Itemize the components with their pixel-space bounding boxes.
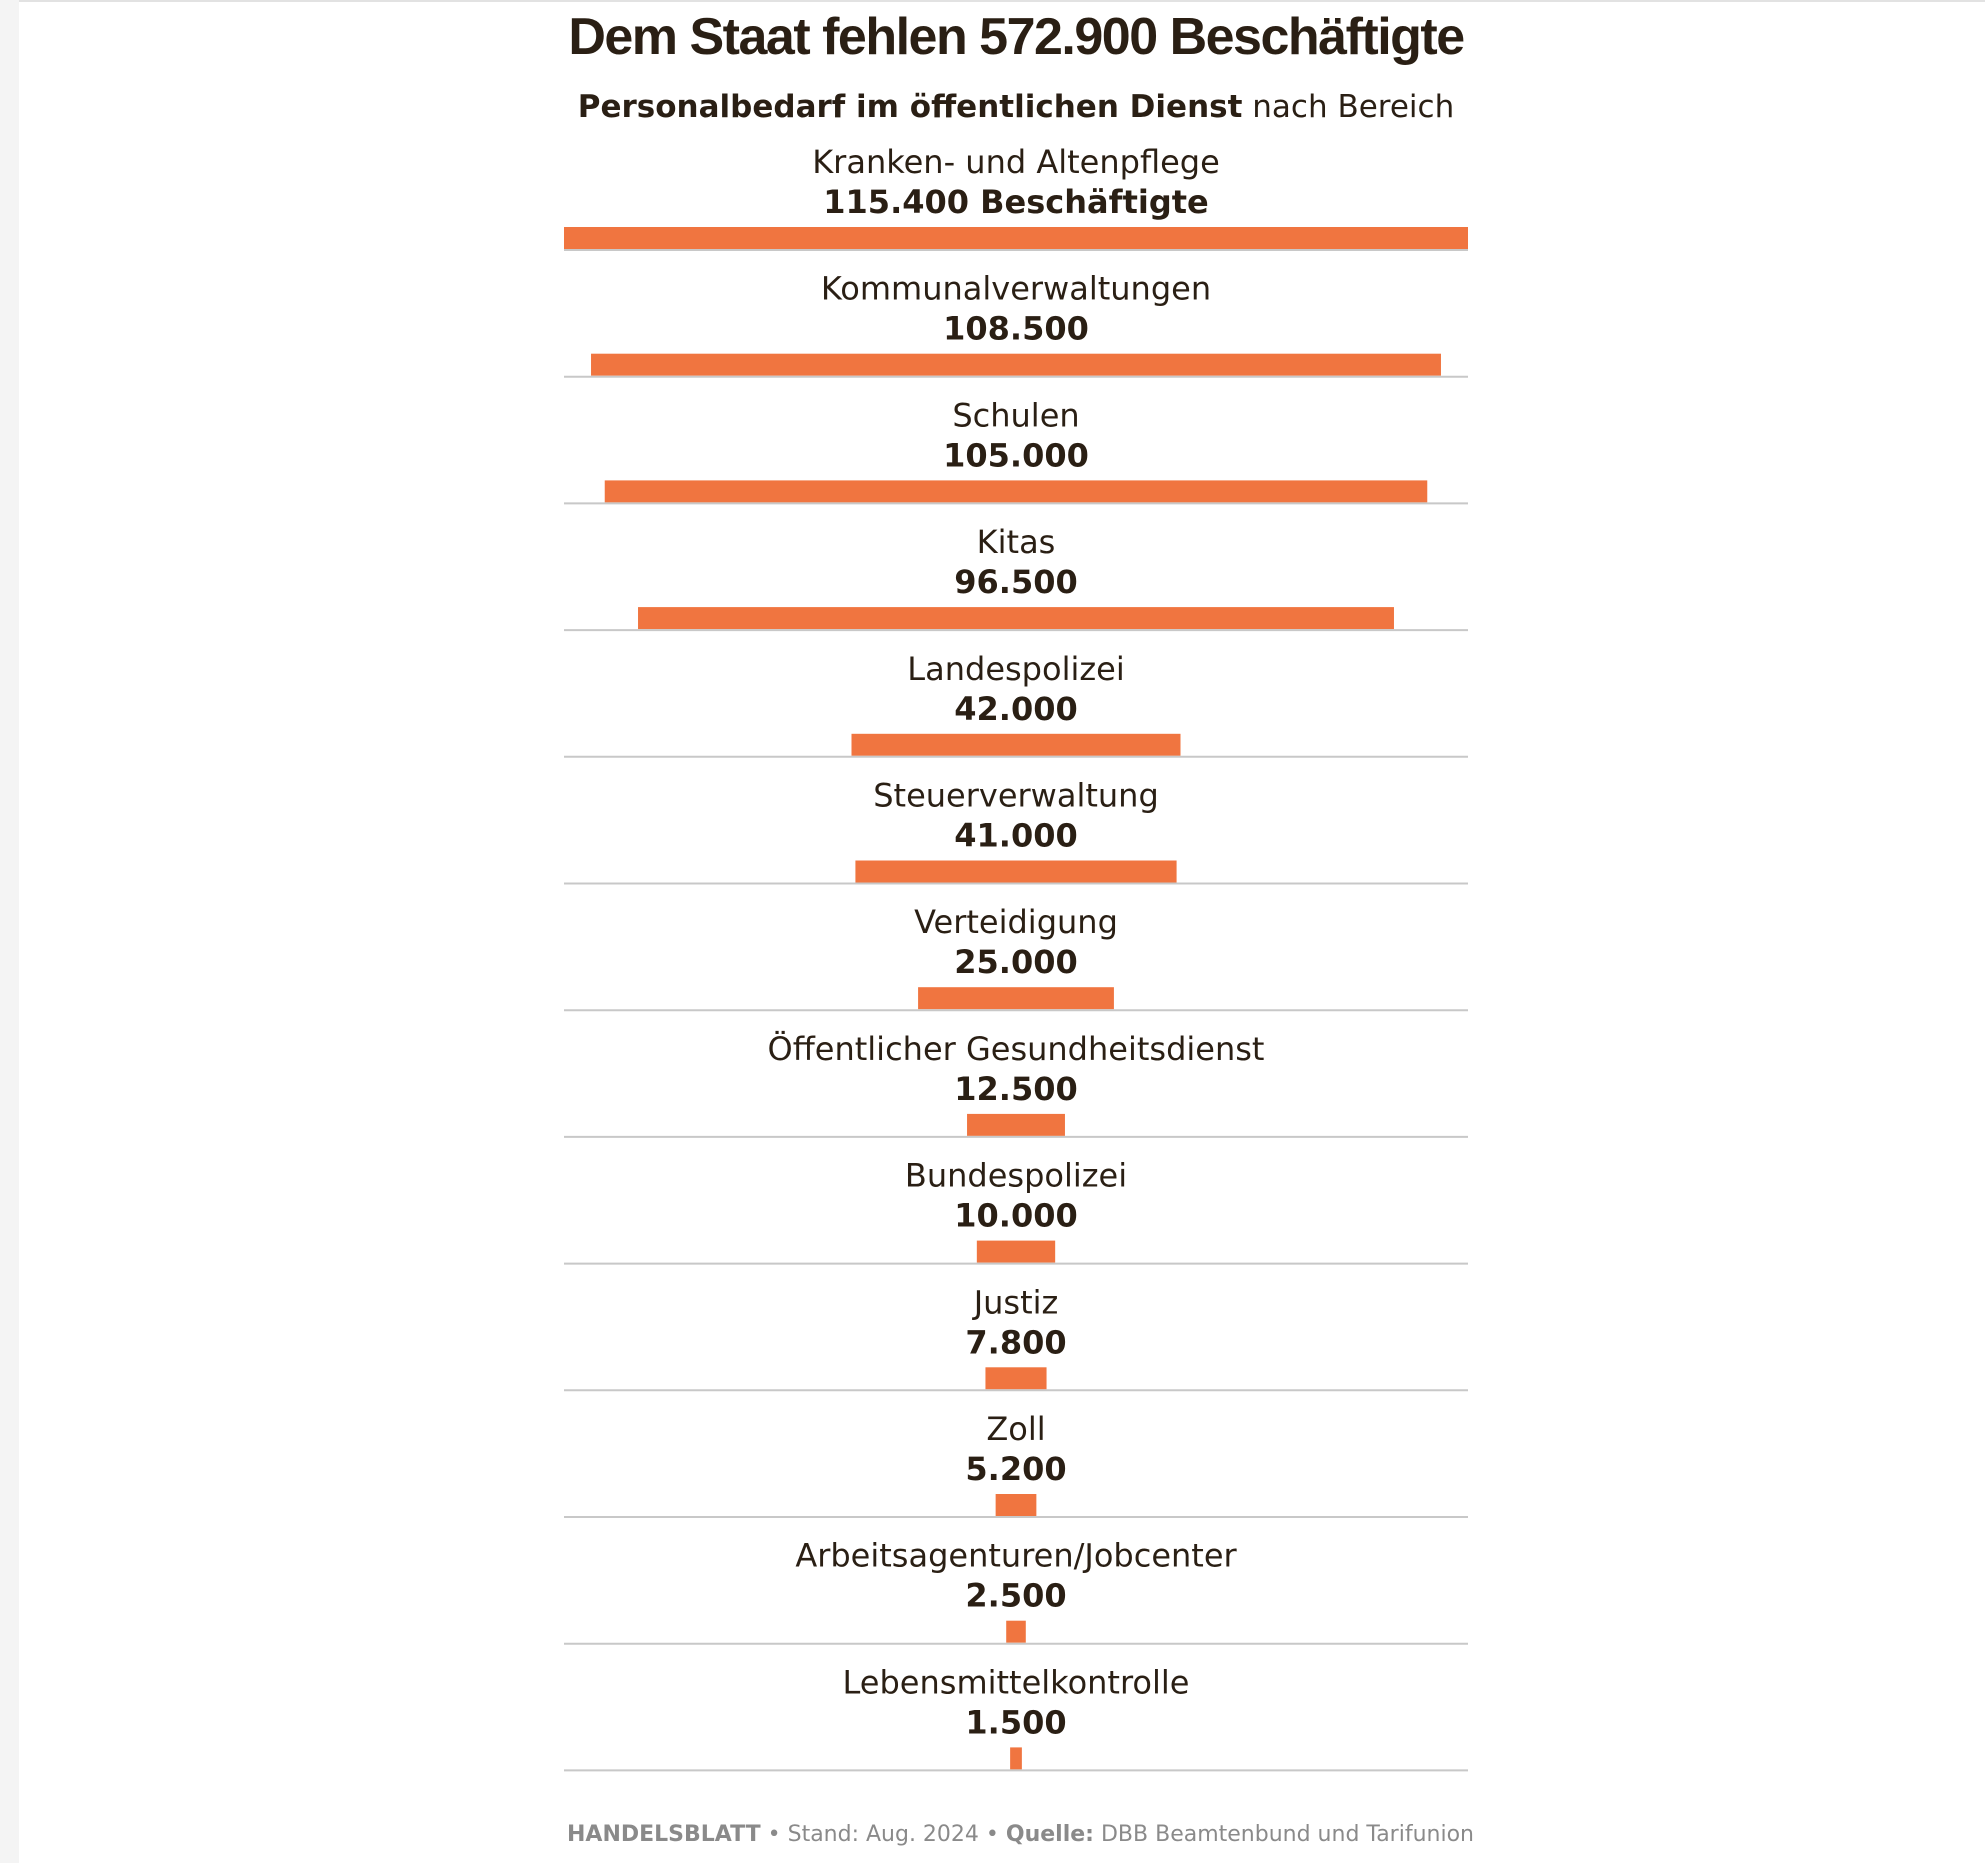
value-label: 7.800	[965, 1323, 1066, 1361]
value-label: 25.000	[954, 943, 1077, 981]
bar-chart: Dem Staat fehlen 572.900 Beschäftigte Pe…	[564, 8, 1474, 1847]
footer-brand: HANDELSBLATT	[567, 1822, 761, 1847]
value-label: 105.000	[943, 436, 1089, 474]
category-label: Öffentlicher Gesundheitsdienst	[768, 1030, 1265, 1068]
category-label: Lebensmittelkontrolle	[843, 1663, 1190, 1701]
bar	[564, 227, 1468, 249]
category-label: Kranken- und Altenpflege	[812, 143, 1220, 181]
footer-source: DBB Beamtenbund und Tarifunion	[1094, 1822, 1474, 1847]
value-label: 42.000	[954, 690, 1077, 728]
category-label: Landespolizei	[907, 650, 1124, 688]
category-label: Bundespolizei	[905, 1157, 1127, 1195]
bar	[604, 480, 1428, 503]
value-label: 2.500	[965, 1577, 1066, 1615]
bar	[638, 607, 1394, 630]
category-label: Kitas	[977, 523, 1056, 561]
value-label: 115.400 Beschäftigte	[823, 183, 1208, 221]
value-label: 108.500	[943, 310, 1089, 348]
category-label: Zoll	[986, 1410, 1045, 1448]
bar	[1006, 1620, 1026, 1643]
footer-date: • Stand: Aug. 2024 •	[761, 1822, 1006, 1847]
category-label: Schulen	[952, 396, 1079, 434]
chart-subtitle: Personalbedarf im öffentlichen Dienst na…	[578, 89, 1454, 125]
bar	[591, 353, 1441, 376]
bar	[918, 987, 1114, 1010]
bar	[976, 1240, 1056, 1263]
value-label: 1.500	[965, 1703, 1066, 1741]
value-label: 96.500	[954, 563, 1077, 601]
category-label: Verteidigung	[914, 903, 1118, 941]
chart-canvas: Dem Staat fehlen 572.900 Beschäftigte Pe…	[19, 0, 1985, 1863]
bar	[967, 1113, 1065, 1136]
bar	[985, 1367, 1047, 1390]
value-label: 5.200	[965, 1450, 1066, 1488]
category-label: Arbeitsagenturen/Jobcenter	[795, 1537, 1237, 1575]
footer-source-label: Quelle:	[1006, 1822, 1094, 1847]
bar	[1010, 1747, 1022, 1770]
bar	[995, 1494, 1037, 1516]
category-label: Justiz	[972, 1283, 1059, 1321]
value-label: 10.000	[954, 1197, 1077, 1235]
chart-subtitle-bold: Personalbedarf im öffentlichen Dienst	[578, 89, 1243, 125]
footer-credit: HANDELSBLATT • Stand: Aug. 2024 • Quelle…	[567, 1822, 1474, 1847]
category-label: Kommunalverwaltungen	[821, 270, 1211, 308]
chart-subtitle-rest: nach Bereich	[1242, 89, 1454, 125]
value-label: 41.000	[954, 817, 1077, 855]
bar	[855, 860, 1177, 883]
bar	[851, 733, 1181, 756]
category-label: Steuerverwaltung	[873, 777, 1159, 815]
chart-title: Dem Staat fehlen 572.900 Beschäftigte	[568, 8, 1464, 66]
value-label: 12.500	[954, 1070, 1077, 1108]
